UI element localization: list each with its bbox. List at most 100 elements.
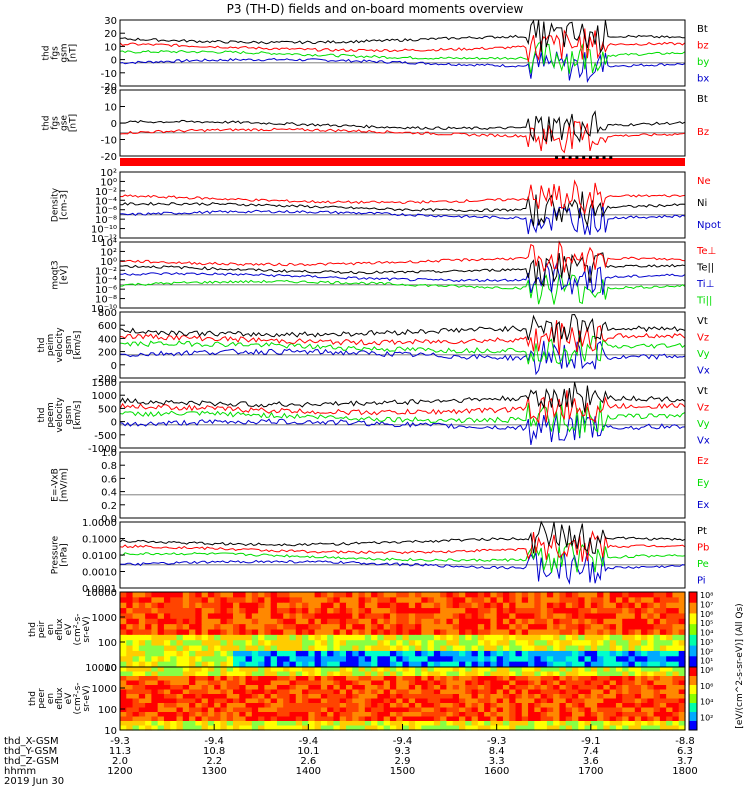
spectrogram-cell xyxy=(314,661,322,668)
colorbar-tick-label: 10⁷ xyxy=(700,600,713,609)
spectrogram-cell xyxy=(515,645,523,652)
spectrogram-cell xyxy=(415,685,422,691)
spectrogram-cell xyxy=(239,703,247,709)
spectrogram-cell xyxy=(528,689,535,695)
spectrogram-cell xyxy=(371,712,378,718)
y-tick-label: 10⁻² xyxy=(95,266,117,277)
spectrogram-cell xyxy=(415,707,422,713)
spectrogram-cell xyxy=(138,613,146,620)
spectrogram-cell xyxy=(534,689,542,695)
spectrogram-cell xyxy=(490,608,498,615)
spectrogram-cell xyxy=(220,602,228,609)
spectrogram-cell xyxy=(427,661,435,668)
spectrogram-cell xyxy=(559,661,567,668)
y-axis-label: peim xyxy=(46,334,56,357)
spectrogram-cell xyxy=(132,624,140,631)
spectrogram-cell xyxy=(120,592,127,598)
spectrogram-cell xyxy=(182,721,190,727)
spectrogram-cell xyxy=(408,698,416,704)
spectrogram-cell xyxy=(546,624,554,631)
spectrogram-cell xyxy=(672,634,680,641)
spectrogram-cell xyxy=(534,650,542,657)
spectrogram-cell xyxy=(559,685,567,691)
spectrogram-cell xyxy=(364,707,372,713)
spectrogram-cell xyxy=(634,640,642,647)
spectrogram-cell xyxy=(641,650,648,657)
spectrogram-cell xyxy=(528,716,535,722)
figure-title: P3 (TH-D) fields and on-board moments ov… xyxy=(227,2,524,16)
spectrogram-cell xyxy=(170,608,178,615)
spectrogram-cell xyxy=(264,725,272,731)
spectrogram-cell xyxy=(189,703,196,709)
spectrogram-cell xyxy=(145,680,152,686)
spectrogram-cell xyxy=(427,685,435,691)
spectrogram-cell xyxy=(264,592,272,598)
spectrogram-cell xyxy=(465,725,473,731)
spectrogram-cell xyxy=(377,698,385,704)
spectrogram-cell xyxy=(270,685,278,691)
spectrogram-cell xyxy=(678,640,686,647)
spectrogram-cell xyxy=(484,721,491,727)
spectrogram-cell xyxy=(622,698,630,704)
spectrogram-cell xyxy=(176,640,184,647)
spectrogram-cell xyxy=(396,608,404,615)
spectrogram-cell xyxy=(672,597,680,604)
spectrogram-cell xyxy=(151,624,159,631)
spectrogram-cell xyxy=(540,676,548,682)
spectrogram-cell xyxy=(471,613,479,620)
spectrogram-cell xyxy=(176,685,184,691)
spectrogram-cell xyxy=(270,716,278,722)
spectrogram-cell xyxy=(421,602,429,609)
spectrogram-cell xyxy=(195,624,203,631)
spectrogram-cell xyxy=(207,640,215,647)
spectrogram-cell xyxy=(603,618,611,625)
spectrogram-cell xyxy=(477,685,485,691)
spectrogram-cell xyxy=(452,689,460,695)
spectrogram-cell xyxy=(170,712,178,718)
spectrogram-cell xyxy=(603,685,611,691)
spectrogram-cell xyxy=(647,667,655,673)
spectrogram-cell xyxy=(389,716,397,722)
spectrogram-cell xyxy=(471,676,479,682)
spectrogram-cell xyxy=(339,725,347,731)
spectrogram-cell xyxy=(396,592,404,598)
spectrogram-cell xyxy=(572,645,579,652)
spectrogram-cell xyxy=(459,661,466,668)
spectrogram-cell xyxy=(358,650,366,657)
spectrogram-cell xyxy=(465,671,473,677)
spectrogram-cell xyxy=(339,685,347,691)
spectrogram-cell xyxy=(496,716,504,722)
spectrogram-cell xyxy=(471,597,479,604)
spectrogram-cell xyxy=(383,640,391,647)
spectrogram-cell xyxy=(396,602,404,609)
spectrogram-cell xyxy=(295,689,303,695)
spectrogram-cell xyxy=(132,667,140,673)
spectrogram-cell xyxy=(546,608,554,615)
spectrogram-cell xyxy=(415,661,422,668)
spectrogram-cell xyxy=(559,698,567,704)
spectrogram-cell xyxy=(408,613,416,620)
spectrogram-cell xyxy=(609,694,617,700)
spectrogram-cell xyxy=(120,640,127,647)
spectrogram-cell xyxy=(138,656,146,663)
spectrogram-cell xyxy=(572,592,579,598)
spectrogram-cell xyxy=(377,685,385,691)
spectrogram-cell xyxy=(402,707,410,713)
spectrogram-cell xyxy=(295,698,303,704)
spectrogram-cell xyxy=(126,656,134,663)
spectrogram-cell xyxy=(276,661,284,668)
spectrogram-cell xyxy=(572,680,579,686)
spectrogram-cell xyxy=(289,725,297,731)
spectrogram-cell xyxy=(421,592,429,598)
spectrogram-cell xyxy=(528,656,535,663)
spectrogram-cell xyxy=(477,680,485,686)
spectrogram-cell xyxy=(389,667,397,673)
spectrogram-cell xyxy=(289,676,297,682)
spectrogram-cell xyxy=(157,725,165,731)
spectrogram-cell xyxy=(578,618,586,625)
spectrogram-cell xyxy=(339,661,347,668)
spectrogram-cell xyxy=(295,618,303,625)
spectrogram-cell xyxy=(226,613,234,620)
spectrogram-cell xyxy=(427,602,435,609)
spectrogram-cell xyxy=(559,716,567,722)
